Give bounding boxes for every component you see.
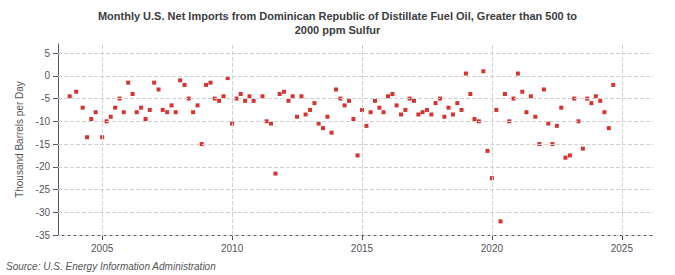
svg-text:2025: 2025 bbox=[611, 243, 634, 254]
svg-text:-5: -5 bbox=[41, 93, 50, 104]
svg-text:2010: 2010 bbox=[221, 243, 244, 254]
svg-text:Monthly U.S. Net Imports from: Monthly U.S. Net Imports from Dominican … bbox=[98, 10, 577, 22]
svg-text:2015: 2015 bbox=[351, 243, 374, 254]
svg-text:-15: -15 bbox=[36, 139, 51, 150]
svg-text:Thousand Barrels per Day: Thousand Barrels per Day bbox=[14, 81, 25, 198]
svg-text:-25: -25 bbox=[36, 184, 51, 195]
svg-text:5: 5 bbox=[44, 48, 50, 59]
svg-text:-10: -10 bbox=[36, 116, 51, 127]
svg-text:-20: -20 bbox=[36, 161, 51, 172]
svg-text:0: 0 bbox=[44, 70, 50, 81]
svg-text:Source: U.S. Energy Informatio: Source: U.S. Energy Information Administ… bbox=[6, 261, 216, 272]
svg-text:-35: -35 bbox=[36, 230, 51, 241]
svg-text:2020: 2020 bbox=[481, 243, 504, 254]
svg-text:2000 ppm Sulfur: 2000 ppm Sulfur bbox=[295, 24, 381, 36]
svg-text:2005: 2005 bbox=[91, 243, 114, 254]
svg-text:-30: -30 bbox=[36, 207, 51, 218]
